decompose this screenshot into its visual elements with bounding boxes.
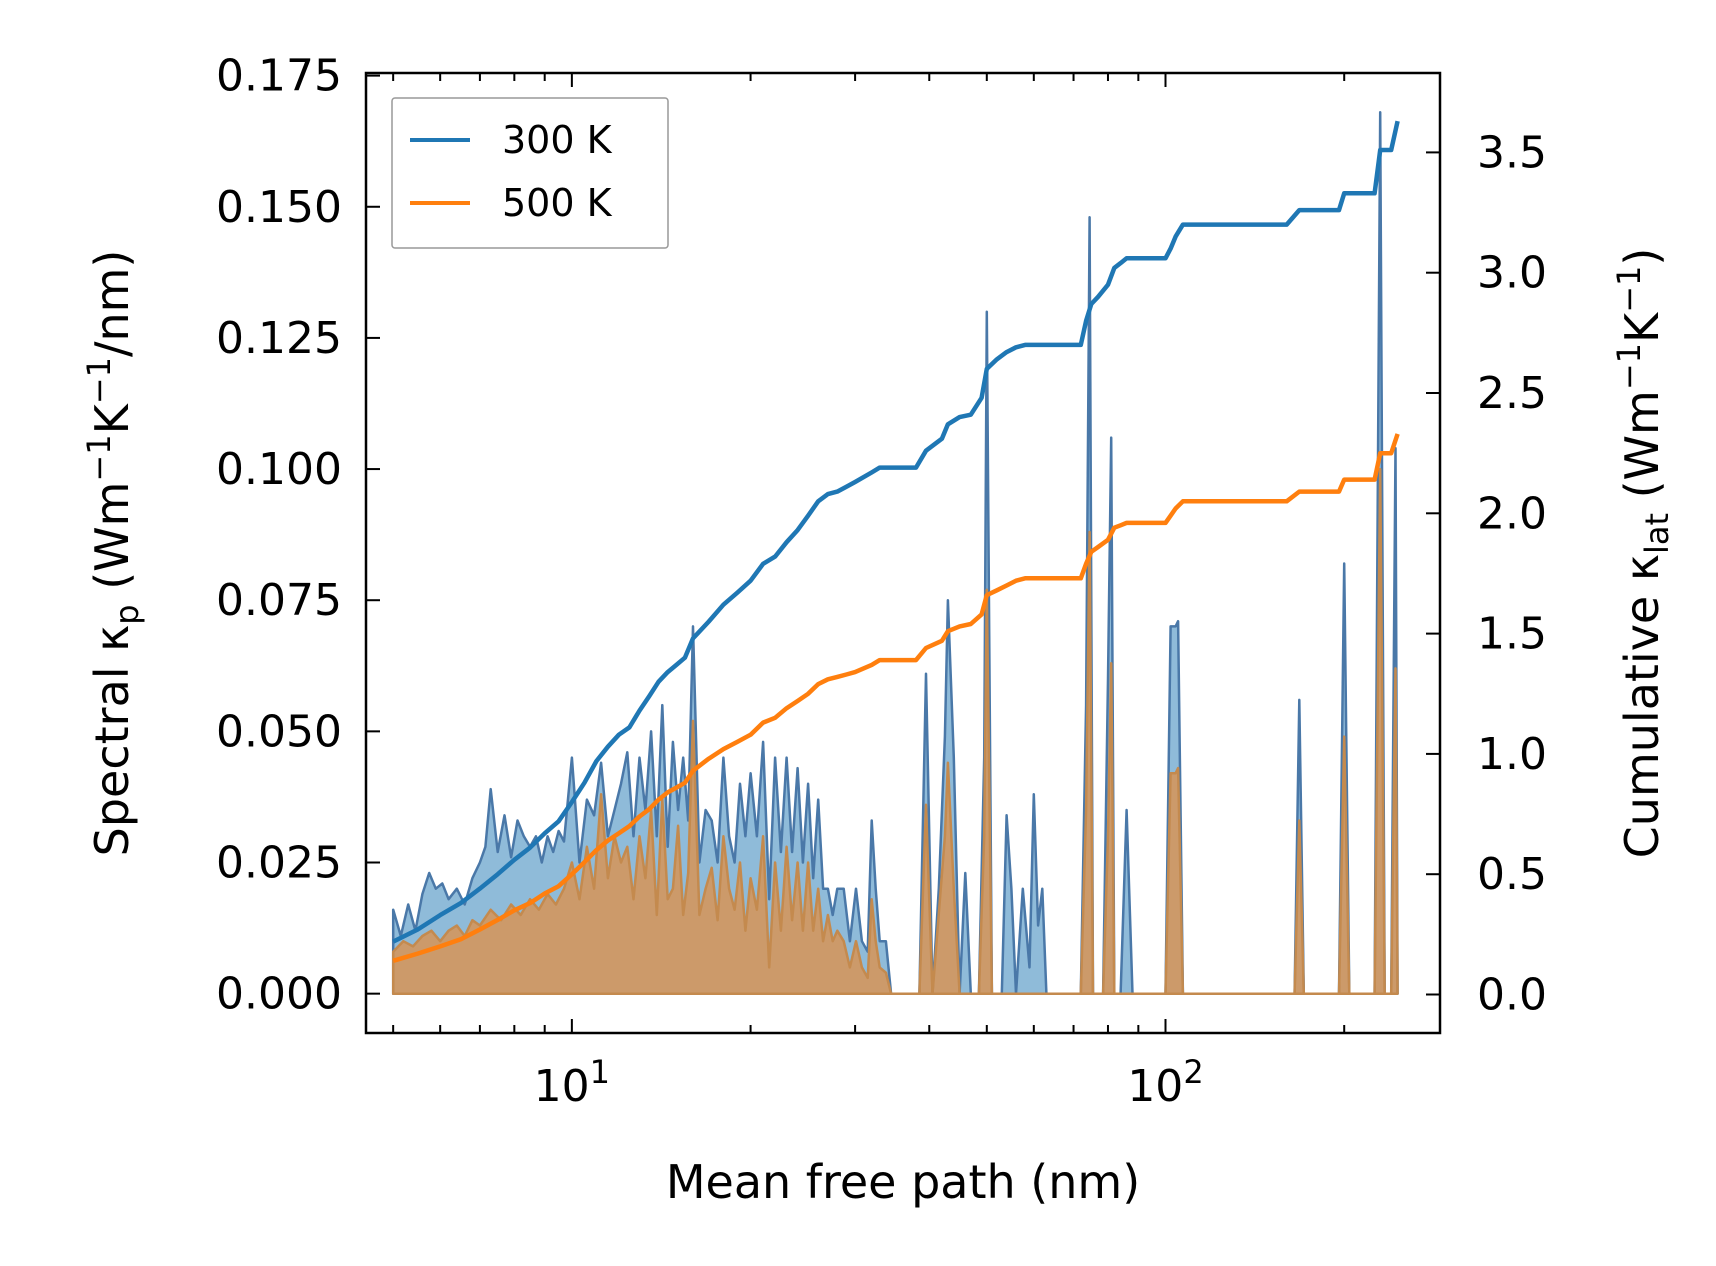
right-y-tick-label: 1.5 <box>1477 609 1547 660</box>
right-y-axis-title-mid: K <box>1615 311 1669 343</box>
left-y-tick-label: 0.125 <box>216 313 342 364</box>
right-y-axis-title-tail: (Wm <box>1615 390 1669 513</box>
left-y-axis-title-tail: (Wm <box>85 482 139 605</box>
right-y-tick-label: 0.5 <box>1477 849 1547 900</box>
legend: 300 K 500 K <box>391 97 669 249</box>
right-y-tick-label: 2.5 <box>1477 368 1547 419</box>
left-y-axis-title-sub: p <box>108 604 146 624</box>
right-y-tick-label: 1.0 <box>1477 729 1547 780</box>
legend-label-500k: 500 K <box>502 181 613 225</box>
right-y-axis-title-end: ) <box>1615 248 1669 266</box>
right-y-axis-title-sub: lat <box>1638 513 1676 554</box>
left-y-tick-label: 0.150 <box>216 182 342 233</box>
right-y-axis-ticks: 0.0 0.5 1.0 1.5 2.0 2.5 3.0 3.5 <box>1426 127 1547 1021</box>
right-y-tick-label: 2.0 <box>1477 488 1547 539</box>
x-tick-label: 102 <box>1127 1053 1203 1112</box>
right-y-axis-title: Cumulative κlat (Wm−1K−1) <box>1610 248 1676 859</box>
left-y-tick-label: 0.075 <box>216 575 342 626</box>
plot-frame <box>364 71 1442 1035</box>
right-y-axis-title-sup1: −1 <box>1610 343 1648 390</box>
cumulative-line-500k <box>392 433 1400 963</box>
series-lines <box>392 120 1400 963</box>
left-y-tick-label: 0.025 <box>216 838 342 889</box>
left-y-axis-title-sup1: −1 <box>80 434 118 481</box>
right-y-tick-label: 0.0 <box>1477 970 1547 1021</box>
spectral-area-500k <box>391 467 1399 995</box>
x-axis-ticks: 101 102 <box>392 73 1346 1112</box>
legend-box <box>391 97 669 249</box>
x-axis-title: Mean free path (nm) <box>666 1155 1140 1209</box>
cumulative-line-300k <box>392 120 1400 944</box>
legend-label-300k: 300 K <box>502 118 613 162</box>
spectral-fills <box>391 111 1399 995</box>
left-y-axis-title-mid: K <box>85 402 139 434</box>
right-y-axis-title-main: Cumulative κ <box>1615 554 1669 858</box>
right-y-axis-title-sup2: −1 <box>1610 266 1648 313</box>
left-y-tick-label: 0.100 <box>216 444 342 495</box>
right-y-tick-label: 3.5 <box>1477 127 1547 178</box>
left-y-tick-label: 0.175 <box>216 51 342 102</box>
left-y-axis-title-sup2: −1 <box>80 357 118 404</box>
left-y-axis-title-end: /nm) <box>85 250 139 357</box>
x-tick-label: 101 <box>534 1053 610 1112</box>
right-y-tick-label: 3.0 <box>1477 248 1547 299</box>
left-y-tick-label: 0.000 <box>216 969 342 1020</box>
left-y-axis-title-main: Spectral κ <box>85 625 139 857</box>
left-y-axis-ticks: 0.000 0.025 0.050 0.075 0.100 0.125 0.150 0.175 <box>216 51 380 1020</box>
left-y-axis-title: Spectral κp (Wm−1K−1/nm) <box>80 250 146 857</box>
left-y-tick-label: 0.050 <box>216 706 342 757</box>
